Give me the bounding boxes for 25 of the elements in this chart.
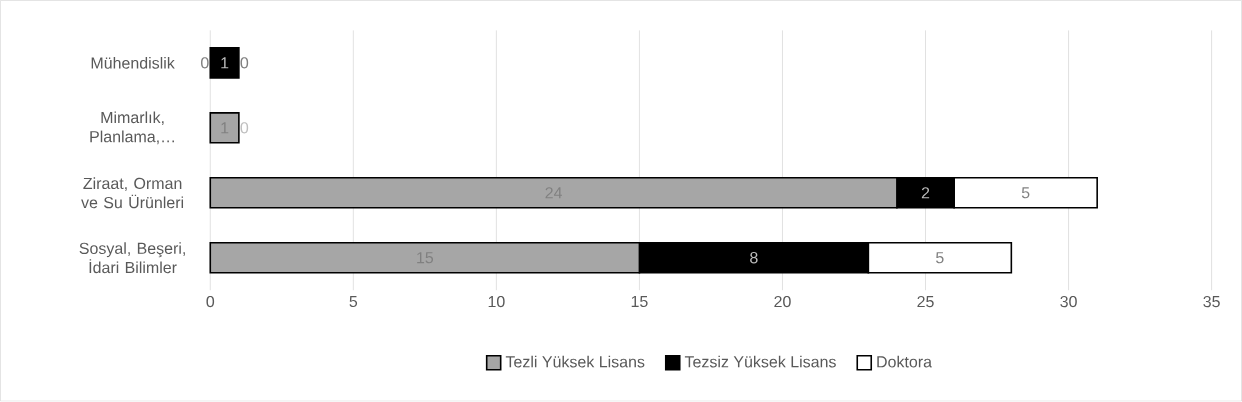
x-tick-label: 0 xyxy=(206,296,215,308)
x-tick-label: 25 xyxy=(917,296,934,308)
y-tick-label: Sosyal, Beşeri, İdari Bilimler xyxy=(79,242,185,274)
legend-label: Tezli Yüksek Lisans xyxy=(505,355,645,368)
data-label: 0 xyxy=(201,57,209,69)
x-tick-label: 15 xyxy=(631,296,648,308)
data-label: 5 xyxy=(1021,187,1030,199)
data-label: 1 xyxy=(221,57,229,69)
data-label: 5 xyxy=(936,252,944,264)
data-label: 8 xyxy=(750,252,758,264)
x-tick-label: 35 xyxy=(1203,296,1220,308)
bar xyxy=(209,47,240,79)
x-tick-label: 20 xyxy=(774,296,791,308)
legend-label: Doktora xyxy=(877,355,933,368)
data-label: 0 xyxy=(240,57,249,69)
x-tick-label: 10 xyxy=(488,296,505,308)
y-tick-label: Mimarlık, Planlama,… xyxy=(90,111,174,145)
x-tick-label: 30 xyxy=(1060,296,1077,308)
y-tick-label: Mühendislik xyxy=(91,57,175,69)
legend-label: Tezsiz Yüksek Lisans xyxy=(684,355,836,368)
data-label: 2 xyxy=(921,187,930,199)
x-tick-label: 5 xyxy=(349,296,358,308)
data-label: 0 xyxy=(240,122,249,134)
bar xyxy=(209,112,240,144)
y-tick-label: Ziraat, Orman ve Su Ürünleri xyxy=(81,177,184,209)
